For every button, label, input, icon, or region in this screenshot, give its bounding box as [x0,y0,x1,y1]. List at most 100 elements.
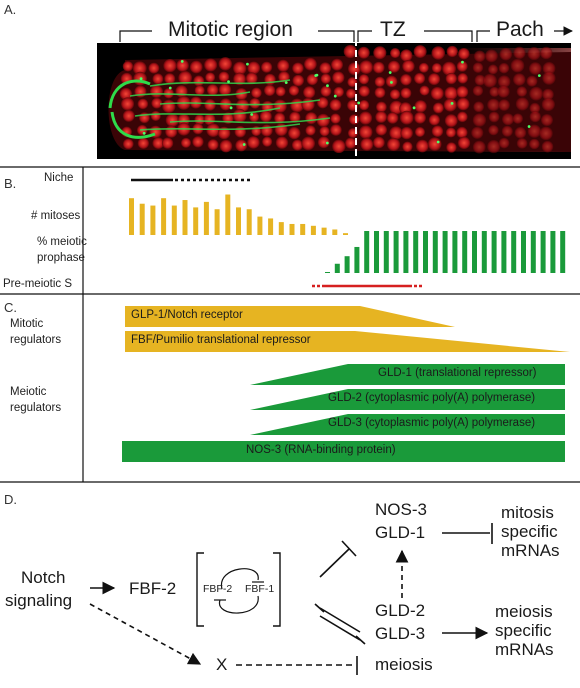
meiotic-prophase-bar [334,263,340,273]
meiotic-row-label-2: prophase [37,252,85,264]
gld2-bar-label: GLD-2 (cytoplasmic poly(A) polymerase) [328,392,536,404]
mitoses-bar [236,207,241,235]
meiotic-prophase-bar [403,231,409,273]
loop-fbf2-label: FBF-2 [203,583,233,595]
gld1-bar [250,364,565,385]
network-edges [89,523,493,675]
meiotic-regulators-label-1: Meiotic [10,386,47,398]
mitoses-bar [150,205,156,235]
mitoses-bar [193,207,199,235]
mitoses-bar [171,205,177,235]
meiotic-prophase-bars [325,231,566,273]
gld3-bar [250,414,565,435]
meiotic-prophase-bar [383,231,389,273]
mitoses-bar [332,229,338,235]
fbf-inhibits-nos3-gld1 [319,548,350,578]
panel-b-label: B. [4,176,17,191]
meiotic-prophase-bar [521,231,526,273]
meiotic-regulators-label-2: regulators [10,402,62,414]
nos3-bar [122,441,565,462]
meiotic-prophase-bar [325,272,330,273]
meiotic-prophase-bar [442,231,448,273]
gld2-bar [250,389,565,410]
meiotic-prophase-bar [472,231,477,273]
mitoses-bar [289,223,295,235]
mitoses-bar [268,218,274,235]
panel-a-label: A. [4,2,17,17]
notch-to-x-arrow [89,603,202,665]
fbf-autoregulation-loop [214,568,264,614]
fbf-gld-mutual-inhibition-1 [319,607,361,633]
gld1-node: GLD-1 [375,523,426,542]
mitoses-bar [246,209,252,235]
nos3-node: NOS-3 [375,500,427,519]
mitoses-bars [129,194,348,235]
meiosis-node: meiosis [375,655,433,674]
mitoses-bar [343,233,348,235]
meiotic-prophase-bar [501,231,507,273]
meiotic-prophase-bar [423,231,428,273]
meiotic-prophase-bar [374,231,379,273]
mitoses-row-label: # mitoses [31,210,81,222]
premeiotic-row-label: Pre-meiotic S [3,278,73,290]
mitoses-bar [278,222,284,235]
fbf-loop-bracket [196,552,281,627]
mitoses-bar [182,200,188,235]
meiotic-prophase-bar [560,231,566,273]
mitosis-mrnas-label-1: mitosis [501,503,554,522]
tz-label: TZ [380,18,406,41]
mitosis-mrnas-label-3: mRNAs [501,541,560,560]
meiosis-mrnas-label-1: meiosis [495,602,553,621]
germline-micrograph [97,28,571,162]
glp1-bar-label: GLP-1/Notch receptor [131,309,243,321]
meiotic-prophase-bar [550,231,556,273]
gld1-bar-label: GLD-1 (translational repressor) [378,367,537,379]
mitoses-bar [203,201,209,235]
mitoses-bar [300,223,306,235]
mitoses-bar [257,216,263,235]
mitoses-bar [129,198,134,235]
pach-label: Pach [496,18,544,41]
meiosis-mrnas-label-2: specific [495,621,552,640]
meiotic-prophase-bar [344,256,350,273]
meiotic-prophase-bar [364,231,370,273]
meiotic-prophase-bar [530,231,536,273]
meiotic-prophase-bar [452,231,458,273]
meiotic-prophase-bar [393,231,399,273]
meiotic-prophase-bar [432,231,438,273]
nos3-bar-label: NOS-3 (RNA-binding protein) [246,444,396,456]
mitoses-bar [225,194,231,235]
mitoses-bar [214,209,220,235]
meiotic-prophase-bar [462,231,468,273]
mitoses-bar [139,203,145,235]
panel-c-label: C. [4,300,17,315]
notch-signaling-label-1: Notch [21,568,66,587]
fbf-bar-label: FBF/Pumilio translational repressor [131,334,311,346]
meiosis-mrnas-label-3: mRNAs [495,640,554,659]
region-brackets [119,26,573,42]
mitotic-regulators-label-1: Mitotic [10,318,44,330]
meiotic-prophase-bar [354,246,360,273]
meiotic-prophase-bar [481,231,487,273]
gld3-node: GLD-3 [375,624,426,643]
mitotic-region-label: Mitotic region [168,18,293,41]
mitoses-bar [321,227,327,235]
meiotic-prophase-bar [511,231,517,273]
mitoses-bar [310,225,316,235]
loop-fbf1-label: FBF-1 [245,583,275,595]
meiotic-prophase-bar [491,231,497,273]
notch-signaling-label-2: signaling [5,591,73,610]
fbf2-node: FBF-2 [129,579,177,598]
niche-row-label: Niche [44,172,74,184]
mitotic-regulators-label-2: regulators [10,334,62,346]
panel-d-label: D. [4,492,17,507]
gld3-bar-label: GLD-3 (cytoplasmic poly(A) polymerase) [328,417,536,429]
gld2-node: GLD-2 [375,601,426,620]
mitosis-mrnas-label-2: specific [501,522,558,541]
mitoses-bar [161,198,167,235]
meiotic-row-label-1: % meiotic [37,236,87,248]
fbf-bar [125,331,570,352]
meiotic-prophase-bar [413,231,419,273]
